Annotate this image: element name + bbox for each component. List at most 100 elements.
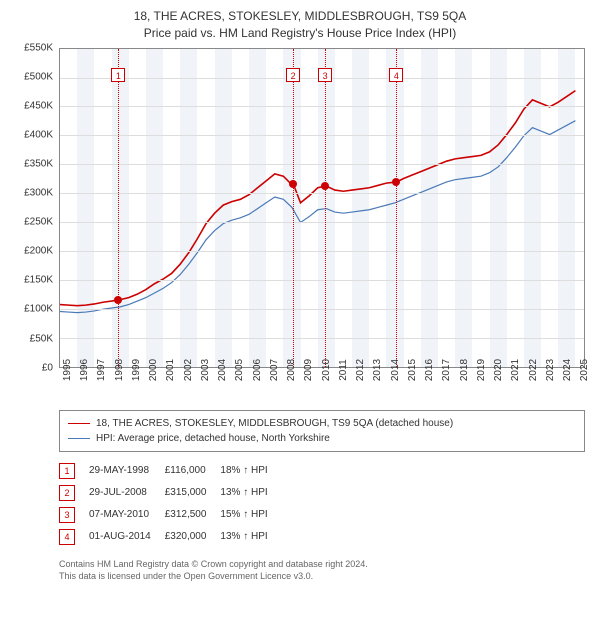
legend-row-property: 18, THE ACRES, STOKESLEY, MIDDLESBROUGH,… <box>68 416 576 431</box>
sale-marker-flag: 4 <box>389 68 403 82</box>
x-tick-label: 1996 <box>79 358 90 380</box>
gridline <box>60 193 584 194</box>
x-tick-label: 2016 <box>424 358 435 380</box>
series-hpi <box>60 120 575 312</box>
gridline <box>60 338 584 339</box>
x-tick-label: 2012 <box>355 358 366 380</box>
gridline <box>60 164 584 165</box>
sale-diff: 18% ↑ HPI <box>220 460 281 482</box>
x-tick-label: 2019 <box>476 358 487 380</box>
gridline <box>60 280 584 281</box>
x-tick-label: 2015 <box>407 358 418 380</box>
table-row: 4 01-AUG-2014£320,00013% ↑ HPI <box>59 526 282 548</box>
sale-idx-badge: 4 <box>59 529 75 545</box>
series-property <box>60 90 575 305</box>
x-tick-label: 2022 <box>528 358 539 380</box>
sale-idx-badge: 2 <box>59 485 75 501</box>
sale-marker-line <box>325 49 326 367</box>
legend-label-property: 18, THE ACRES, STOKESLEY, MIDDLESBROUGH,… <box>96 416 453 431</box>
sale-date: 29-MAY-1998 <box>89 460 165 482</box>
gridline <box>60 251 584 252</box>
x-tick-label: 2024 <box>562 358 573 380</box>
attribution: Contains HM Land Registry data © Crown c… <box>59 558 585 582</box>
gridline <box>60 106 584 107</box>
table-row: 307-MAY-2010£312,50015% ↑ HPI <box>59 504 282 526</box>
x-tick-label: 1999 <box>131 358 142 380</box>
sale-marker-dot <box>114 296 122 304</box>
attribution-line1: Contains HM Land Registry data © Crown c… <box>59 558 585 570</box>
sales-table: 1 29-MAY-1998£116,00018% ↑ HPI 2 29-JUL-200… <box>59 460 282 548</box>
y-tick-label: £200K <box>24 246 53 257</box>
x-tick-label: 2011 <box>338 359 349 381</box>
sale-date: 01-AUG-2014 <box>89 526 165 548</box>
x-tick-label: 1995 <box>62 358 73 380</box>
gridline <box>60 222 584 223</box>
sale-marker-dot <box>289 180 297 188</box>
y-tick-label: £550K <box>24 42 53 53</box>
x-tick-label: 1997 <box>96 358 107 380</box>
x-tick-label: 2021 <box>510 358 521 380</box>
x-tick-label: 2023 <box>545 358 556 380</box>
legend-row-hpi: HPI: Average price, detached house, Nort… <box>68 431 576 446</box>
line-series-svg <box>60 49 584 367</box>
x-tick-label: 2014 <box>390 358 401 380</box>
sale-price: £315,000 <box>165 482 221 504</box>
sale-marker-line <box>293 49 294 367</box>
sale-date: 29-JUL-2008 <box>89 482 165 504</box>
x-tick-label: 2003 <box>200 358 211 380</box>
title-address: 18, THE ACRES, STOKESLEY, MIDDLESBROUGH,… <box>15 8 585 25</box>
x-tick-label: 2007 <box>269 358 280 380</box>
sale-marker-dot <box>321 182 329 190</box>
legend-swatch-property <box>68 423 90 424</box>
sale-diff: 13% ↑ HPI <box>220 482 281 504</box>
sale-marker-flag: 1 <box>111 68 125 82</box>
sale-price: £116,000 <box>165 460 221 482</box>
chart-container: 18, THE ACRES, STOKESLEY, MIDDLESBROUGH,… <box>0 0 600 592</box>
x-tick-label: 2020 <box>493 358 504 380</box>
x-tick-label: 2002 <box>183 358 194 380</box>
y-tick-label: £0 <box>42 362 53 373</box>
legend-label-hpi: HPI: Average price, detached house, Nort… <box>96 431 330 446</box>
sale-diff: 15% ↑ HPI <box>220 504 281 526</box>
y-tick-label: £400K <box>24 129 53 140</box>
x-tick-label: 2013 <box>372 358 383 380</box>
y-tick-label: £450K <box>24 100 53 111</box>
sale-price: £312,500 <box>165 504 221 526</box>
x-tick-label: 2009 <box>303 358 314 380</box>
x-tick-label: 2018 <box>459 358 470 380</box>
sale-marker-line <box>396 49 397 367</box>
x-axis: 1995199619971998199920002001200220032004… <box>59 368 585 400</box>
y-tick-label: £250K <box>24 217 53 228</box>
table-row: 1 29-MAY-1998£116,00018% ↑ HPI <box>59 460 282 482</box>
sale-idx-badge: 1 <box>59 463 75 479</box>
y-tick-label: £500K <box>24 71 53 82</box>
table-row: 2 29-JUL-2008£315,00013% ↑ HPI <box>59 482 282 504</box>
legend-swatch-hpi <box>68 438 90 439</box>
attribution-line2: This data is licensed under the Open Gov… <box>59 570 585 582</box>
x-tick-label: 2005 <box>234 358 245 380</box>
sale-diff: 13% ↑ HPI <box>220 526 281 548</box>
y-tick-label: £100K <box>24 304 53 315</box>
sale-price: £320,000 <box>165 526 221 548</box>
sale-marker-dot <box>392 178 400 186</box>
y-tick-label: £150K <box>24 275 53 286</box>
y-axis: £0£50K£100K£150K£200K£250K£300K£350K£400… <box>15 48 59 368</box>
y-tick-label: £50K <box>30 333 53 344</box>
sale-marker-flag: 3 <box>318 68 332 82</box>
x-tick-label: 2004 <box>217 358 228 380</box>
x-tick-label: 2001 <box>165 358 176 380</box>
x-tick-label: 1998 <box>114 358 125 380</box>
x-tick-label: 2000 <box>148 358 159 380</box>
legend: 18, THE ACRES, STOKESLEY, MIDDLESBROUGH,… <box>59 410 585 452</box>
x-tick-label: 2025 <box>579 358 590 380</box>
x-tick-label: 2008 <box>286 358 297 380</box>
plot-wrap: £0£50K£100K£150K£200K£250K£300K£350K£400… <box>15 48 585 368</box>
plot-area: 1234 <box>59 48 585 368</box>
sale-idx-badge: 3 <box>59 507 75 523</box>
sale-marker-line <box>118 49 119 367</box>
y-tick-label: £300K <box>24 188 53 199</box>
gridline <box>60 309 584 310</box>
x-tick-label: 2006 <box>252 358 263 380</box>
title-subtitle: Price paid vs. HM Land Registry's House … <box>15 25 585 42</box>
x-tick-label: 2017 <box>441 358 452 380</box>
